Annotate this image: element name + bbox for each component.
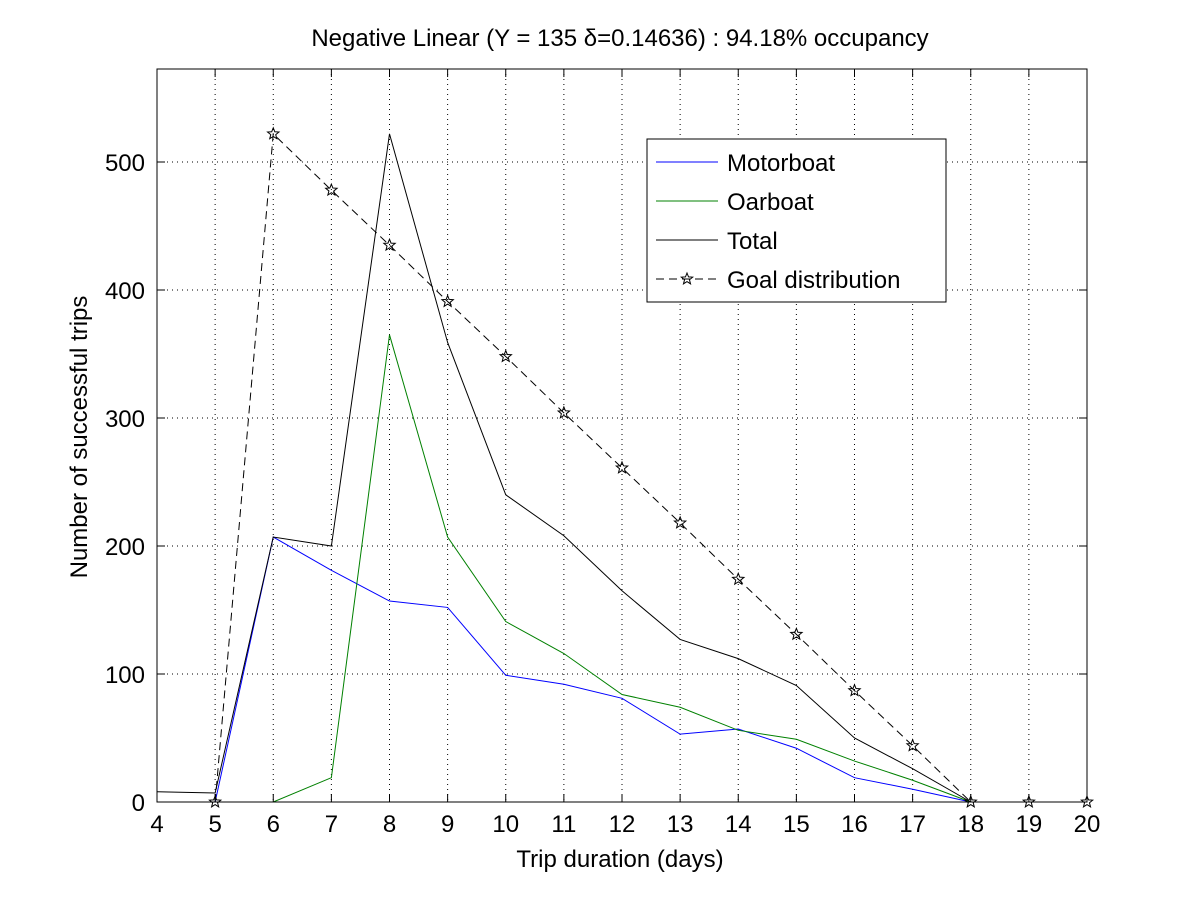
legend: Motorboat Oarboat Total Goal distribution — [646, 138, 947, 303]
x-tick-label: 10 — [492, 811, 519, 838]
goal-distribution-point — [440, 294, 455, 308]
plot-area — [156, 68, 1095, 808]
x-tick-label: 19 — [1016, 811, 1043, 838]
y-axis-tick-labels: 0 100 200 300 400 500 — [105, 150, 145, 817]
x-tick-label: 16 — [841, 811, 868, 838]
x-tick-label: 17 — [899, 811, 926, 838]
legend-item-motorboat: Motorboat — [656, 150, 835, 177]
y-tick-label: 500 — [105, 150, 145, 177]
x-tick-label: 15 — [783, 811, 810, 838]
oarboat-line — [215, 334, 971, 803]
goal-distribution-point — [614, 460, 630, 474]
y-tick-label: 200 — [105, 534, 145, 561]
x-tick-label: 9 — [441, 811, 454, 838]
x-tick-label: 20 — [1074, 811, 1101, 838]
goal-distribution-point — [266, 126, 281, 140]
motorboat-line — [214, 536, 971, 803]
legend-label-goal-distribution: Goal distribution — [727, 267, 900, 294]
legend-item-total: Total — [656, 228, 778, 255]
oarboat-series — [215, 334, 971, 803]
y-tick-label: 100 — [105, 662, 145, 689]
y-tick-label: 400 — [105, 278, 145, 305]
x-tick-label: 6 — [267, 811, 280, 838]
legend-marker-goal-distribution — [679, 271, 695, 285]
axis-ticks — [156, 69, 1088, 803]
goal-distribution-point — [731, 571, 746, 586]
x-tick-label: 13 — [667, 811, 694, 838]
goal-distribution-point — [963, 794, 978, 808]
x-tick-label: 11 — [551, 811, 576, 838]
goal-distribution-point — [1021, 794, 1036, 808]
goal-distribution-point — [847, 683, 862, 697]
legend-label-total: Total — [727, 228, 778, 255]
x-tick-label: 7 — [325, 811, 338, 838]
goal-distribution-point — [208, 794, 223, 808]
x-tick-label: 8 — [383, 811, 396, 838]
total-series — [156, 133, 971, 803]
goal-distribution-point — [905, 738, 920, 752]
x-tick-label: 18 — [957, 811, 984, 838]
y-tick-label: 300 — [105, 406, 145, 433]
total-line — [156, 133, 971, 803]
goal-distribution-point — [382, 237, 397, 252]
chart-title: Negative Linear (Y = 135 δ=0.14636) : 94… — [311, 25, 928, 52]
x-axis-label: Trip duration (days) — [516, 846, 723, 873]
legend-label-motorboat: Motorboat — [727, 150, 835, 177]
legend-items: Motorboat Oarboat Total Goal distribution — [656, 150, 900, 294]
x-tick-label: 14 — [725, 811, 752, 838]
goal-distribution-point — [324, 182, 339, 197]
legend-item-goal-distribution: Goal distribution — [656, 267, 900, 294]
plot-background — [157, 69, 1087, 802]
motorboat-series — [214, 536, 971, 803]
series-layer — [156, 126, 1095, 808]
goal-distribution-point — [1079, 794, 1095, 808]
legend-item-oarboat: Oarboat — [656, 189, 814, 216]
y-axis-label: Number of successful trips — [66, 296, 93, 579]
goal-distribution-point — [789, 626, 804, 641]
goal-distribution-point — [498, 349, 513, 363]
goal-distribution-point — [673, 515, 688, 529]
goal-distribution-point — [556, 405, 571, 419]
goal-distribution-series — [208, 126, 1095, 808]
legend-box — [646, 138, 947, 303]
x-tick-label: 4 — [150, 811, 163, 838]
legend-label-oarboat: Oarboat — [727, 189, 814, 216]
x-tick-label: 12 — [609, 811, 636, 838]
x-axis-tick-labels: 4 5 6 7 8 9 10 11 12 13 14 15 16 17 18 19 20 — [150, 811, 1100, 838]
x-tick-label: 5 — [208, 811, 221, 838]
y-tick-label: 0 — [132, 790, 145, 817]
